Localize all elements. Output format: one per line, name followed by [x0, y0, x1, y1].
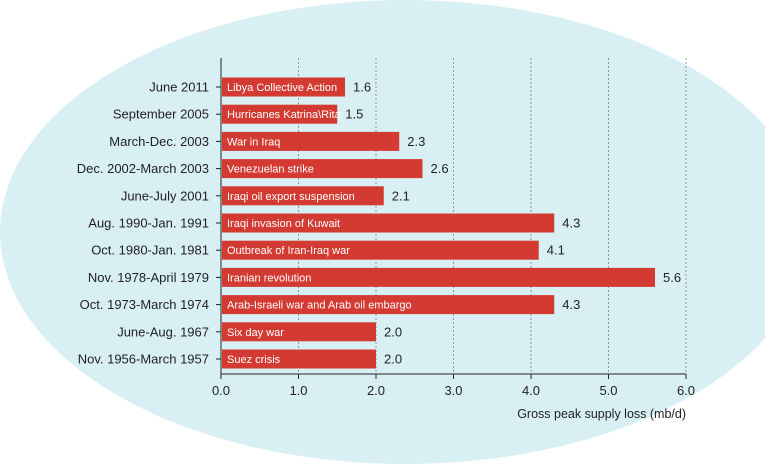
bar	[222, 349, 376, 369]
category-label: Oct. 1980-Jan. 1981	[91, 243, 209, 258]
bar-event-label: Libya Collective Action	[227, 82, 337, 94]
category-label: June-Aug. 1967	[117, 324, 209, 339]
bar	[222, 322, 376, 342]
x-tick-label: 6.0	[677, 383, 695, 398]
bar-event-label: Suez crisis	[227, 354, 281, 366]
bar	[222, 240, 539, 260]
x-tick-label: 1.0	[289, 383, 307, 398]
bar-value-label: 2.0	[384, 324, 402, 339]
category-label: March-Dec. 2003	[109, 134, 209, 149]
category-label: June 2011	[149, 80, 209, 95]
category-label: Oct. 1973-March 1974	[80, 297, 209, 312]
x-tick-label: 4.0	[522, 383, 540, 398]
category-label: Dec. 2002-March 2003	[77, 161, 209, 176]
bar	[222, 186, 384, 206]
bar-value-label: 4.3	[562, 297, 580, 312]
bar-event-label: Outbreak of Iran-Iraq war	[227, 245, 350, 257]
bar-event-label: Six day war	[227, 327, 284, 339]
bar-value-label: 4.1	[547, 243, 565, 258]
bar-value-label: 2.6	[431, 161, 449, 176]
x-axis-title: Gross peak supply loss (mb/d)	[517, 407, 686, 421]
bar-event-label: Iraqi oil export suspension	[227, 191, 355, 203]
bar	[222, 213, 555, 233]
bar	[222, 104, 338, 124]
bar-value-label: 1.6	[353, 80, 371, 95]
bar-event-label: Iraqi invasion of Kuwait	[227, 218, 340, 230]
bar-value-label: 4.3	[562, 216, 580, 231]
bar-value-label: 2.0	[384, 352, 402, 367]
category-label: Nov. 1956-March 1957	[78, 352, 209, 367]
x-tick-label: 0.0	[212, 383, 230, 398]
bar-event-label: Arab-Israeli war and Arab oil embargo	[227, 300, 412, 312]
x-tick-labels: 0.0 1.0 2.0 3.0 4.0 5.0 6.0	[212, 374, 695, 398]
bar-value-label: 5.6	[663, 270, 681, 285]
bar-event-label: Iranian revolution	[227, 272, 311, 284]
bar-event-label: War in Iraq	[227, 136, 280, 148]
bar	[222, 295, 555, 315]
x-tick-label: 5.0	[599, 383, 617, 398]
bar-event-label: Venezuelan strike	[227, 164, 314, 176]
bar-value-label: 2.3	[407, 134, 425, 149]
category-label: September 2005	[113, 107, 209, 122]
category-label: Nov. 1978-April 1979	[88, 270, 209, 285]
bar-value-label: 1.5	[345, 107, 363, 122]
bars: Libya Collective Action 1.6 Hurricanes Kat…	[222, 77, 681, 369]
bar	[222, 267, 655, 287]
bar	[222, 131, 400, 151]
bar	[222, 159, 423, 179]
x-tick-label: 3.0	[444, 383, 462, 398]
bar-event-label: Hurricanes Katrina\Rita	[227, 109, 342, 121]
x-tick-label: 2.0	[367, 383, 385, 398]
category-label: June-July 2001	[121, 188, 209, 203]
bar-value-label: 2.1	[392, 188, 410, 203]
category-labels: June 2011 September 2005 March-Dec. 2003 De…	[77, 80, 221, 367]
category-label: Aug. 1990-Jan. 1991	[88, 216, 209, 231]
bar	[222, 77, 345, 97]
